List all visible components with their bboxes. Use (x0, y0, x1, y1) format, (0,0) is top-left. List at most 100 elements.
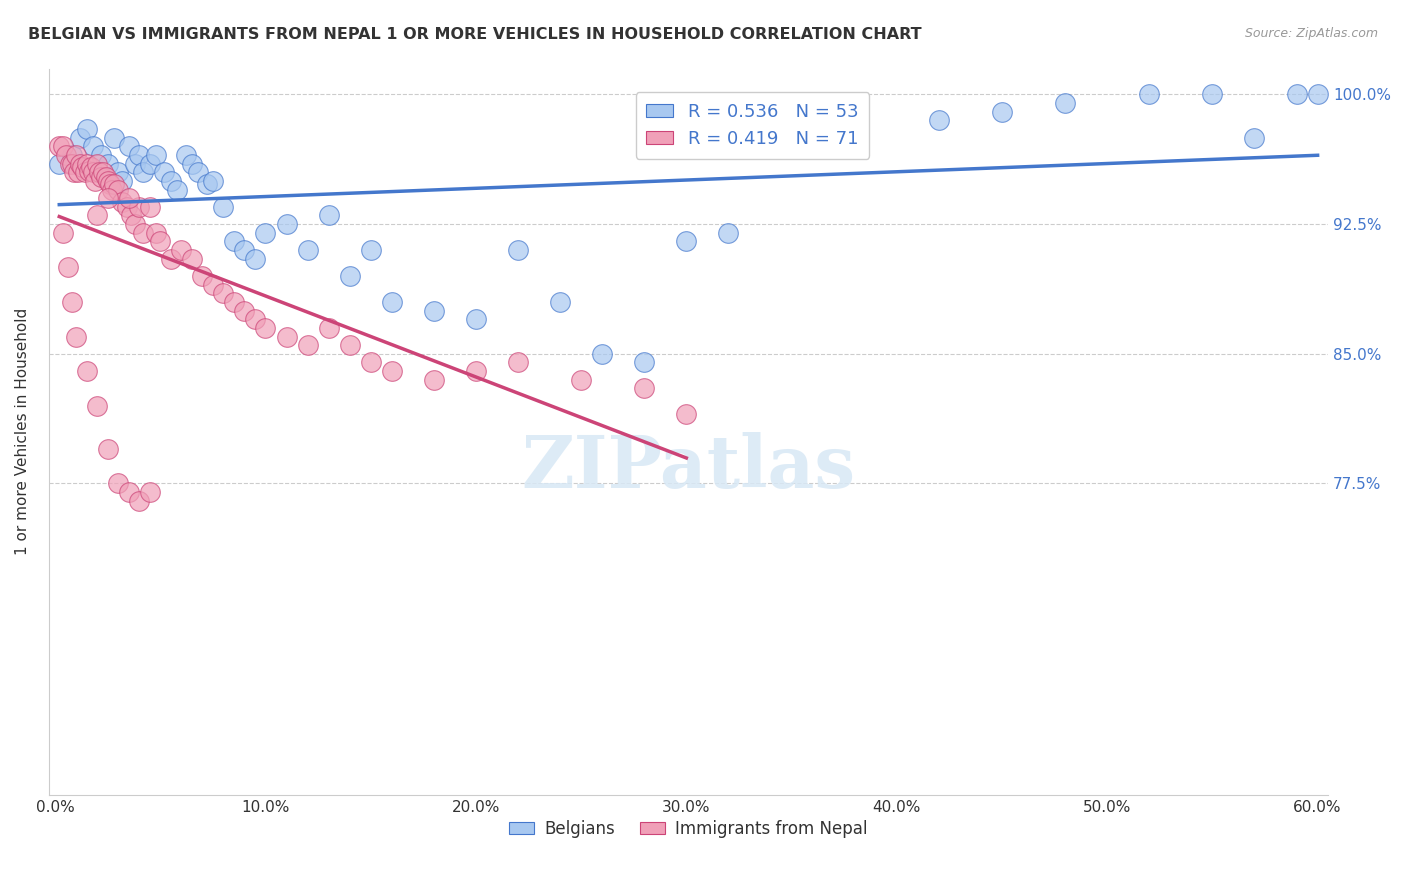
Point (254, 226, 277, 240)
Point (72, 160, 94, 174)
Point (1243, 130, 1265, 145)
Point (107, 183, 129, 197)
Point (55, 148, 77, 162)
Point (82, 165, 104, 179)
Point (170, 243, 193, 257)
Point (360, 355, 382, 369)
Point (675, 235, 697, 249)
Point (201, 174, 224, 188)
Point (381, 294, 404, 309)
Point (318, 321, 340, 335)
Point (86, 209, 108, 223)
Point (118, 139, 141, 153)
Text: Source: ZipAtlas.com: Source: ZipAtlas.com (1244, 27, 1378, 40)
Point (139, 156, 162, 170)
Point (128, 493, 150, 508)
Point (76, 364, 98, 378)
Point (844, 122, 866, 136)
Point (318, 209, 340, 223)
Point (159, 252, 181, 266)
Point (1306, 87, 1329, 102)
Point (97, 191, 120, 205)
Point (1201, 87, 1223, 102)
Point (132, 165, 155, 179)
Point (132, 226, 155, 240)
Point (77, 163, 100, 178)
Point (591, 347, 613, 361)
Point (93, 165, 115, 179)
Point (90, 170, 112, 185)
Point (60, 156, 83, 170)
Text: BELGIAN VS IMMIGRANTS FROM NEPAL 1 OR MORE VEHICLES IN HOUSEHOLD CORRELATION CHA: BELGIAN VS IMMIGRANTS FROM NEPAL 1 OR MO… (28, 27, 922, 42)
Point (52, 226, 75, 240)
Point (991, 104, 1014, 119)
Point (69, 156, 91, 170)
Point (339, 268, 361, 283)
Point (124, 217, 146, 231)
Point (65, 148, 87, 162)
Point (86, 156, 108, 170)
Point (67, 165, 90, 179)
Point (360, 243, 382, 257)
Point (98, 178, 121, 192)
Point (297, 338, 319, 352)
Point (423, 303, 446, 318)
Point (52, 139, 75, 153)
Point (506, 243, 529, 257)
Point (73, 165, 96, 179)
Point (48, 156, 70, 170)
Point (145, 148, 167, 162)
Point (166, 183, 188, 197)
Point (97, 174, 120, 188)
Point (97, 156, 120, 170)
Point (569, 373, 592, 387)
Point (276, 329, 298, 343)
Point (69, 130, 91, 145)
Point (212, 286, 235, 301)
Point (120, 209, 142, 223)
Point (243, 312, 266, 326)
Point (928, 113, 950, 128)
Point (633, 355, 655, 369)
Point (89, 165, 111, 179)
Point (276, 217, 298, 231)
Y-axis label: 1 or more Vehicles in Household: 1 or more Vehicles in Household (15, 308, 30, 555)
Point (128, 148, 150, 162)
Point (111, 174, 134, 188)
Point (107, 476, 129, 491)
Point (97, 442, 120, 456)
Point (212, 200, 235, 214)
Point (76, 122, 98, 136)
Point (65, 329, 87, 343)
Point (254, 321, 277, 335)
Point (94, 170, 117, 185)
Point (464, 312, 486, 326)
Point (139, 200, 162, 214)
Point (107, 165, 129, 179)
Point (103, 130, 125, 145)
Point (243, 252, 266, 266)
Point (222, 294, 245, 309)
Point (675, 407, 697, 421)
Point (201, 277, 224, 292)
Point (222, 235, 245, 249)
Point (86, 399, 108, 413)
Point (180, 252, 202, 266)
Legend: Belgians, Immigrants from Nepal: Belgians, Immigrants from Nepal (503, 814, 875, 845)
Point (139, 485, 162, 500)
Point (717, 226, 740, 240)
Point (1054, 96, 1077, 111)
Point (174, 148, 197, 162)
Point (60, 294, 83, 309)
Point (233, 303, 256, 318)
Point (180, 156, 202, 170)
Point (111, 194, 134, 209)
Point (103, 178, 125, 192)
Point (115, 200, 138, 214)
Point (191, 268, 214, 283)
Point (423, 373, 446, 387)
Point (633, 381, 655, 395)
Point (124, 156, 146, 170)
Point (187, 165, 209, 179)
Point (48, 139, 70, 153)
